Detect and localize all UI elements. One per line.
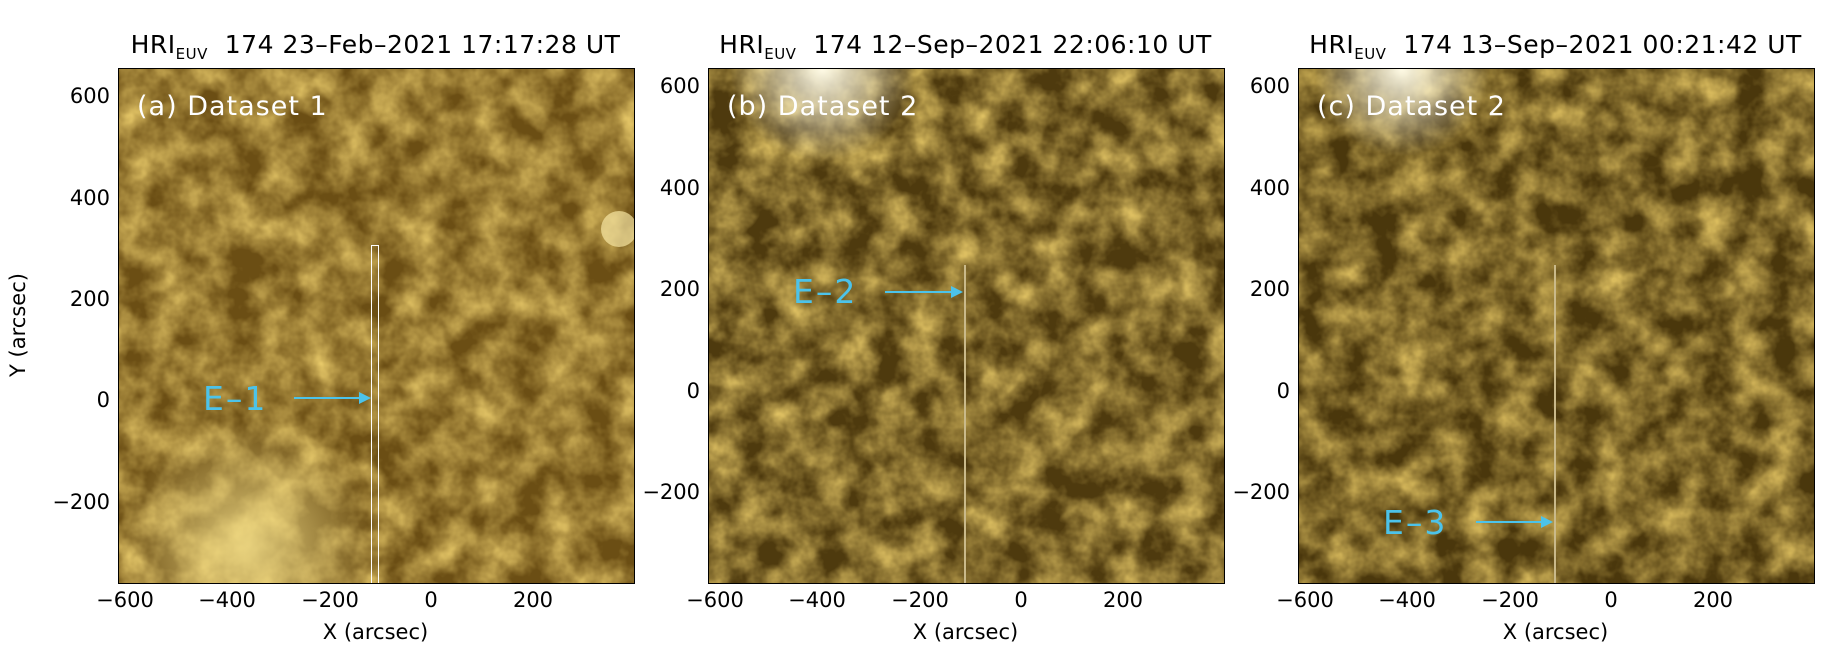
y-tick-label: 600: [1249, 74, 1290, 98]
panel-title: HRIEUV 174 12–Sep–2021 22:06:10 UT: [719, 30, 1212, 63]
event-label: E–1: [203, 379, 268, 418]
euv-image: [119, 69, 634, 583]
x-tick-label: −600: [686, 588, 744, 612]
euv-image: [709, 69, 1224, 583]
x-tick-label: −200: [891, 588, 949, 612]
x-axis-title: X (arcsec): [1502, 620, 1609, 644]
x-tick-label: −600: [1276, 588, 1334, 612]
slit-box: [371, 245, 379, 583]
x-tick-label: −400: [198, 588, 256, 612]
y-tick-label: 400: [69, 186, 110, 210]
event-label: E–2: [793, 272, 858, 311]
event-arrow: [294, 392, 371, 404]
event-label: E–3: [1383, 503, 1448, 542]
x-tick-label: −200: [301, 588, 359, 612]
x-tick-label: −600: [96, 588, 154, 612]
y-tick-label: 0: [96, 388, 110, 412]
panel-label: (b) Dataset 2: [727, 91, 919, 122]
panel-label: (c) Dataset 2: [1317, 91, 1506, 122]
y-tick-label: −200: [52, 490, 110, 514]
x-tick-label: 200: [1692, 588, 1734, 612]
solar-image-b: (b) Dataset 2 E–2: [708, 68, 1225, 584]
x-tick-label: −400: [1378, 588, 1436, 612]
y-tick-label: 400: [659, 176, 700, 200]
panel-title: HRIEUV 174 23–Feb–2021 17:17:28 UT: [130, 30, 621, 63]
panel-label: (a) Dataset 1: [137, 91, 328, 122]
slit-line: [1554, 265, 1556, 583]
solar-image-a: (a) Dataset 1 E–1: [118, 68, 635, 584]
x-tick-label: 0: [1604, 588, 1618, 612]
x-axis-title: X (arcsec): [322, 620, 429, 644]
x-tick-label: 200: [1102, 588, 1144, 612]
y-tick-label: 600: [659, 74, 700, 98]
x-tick-label: 200: [512, 588, 554, 612]
event-arrow: [885, 286, 963, 298]
y-tick-label: 0: [686, 379, 700, 403]
x-tick-label: 0: [1014, 588, 1028, 612]
panel-b: HRIEUV 174 12–Sep–2021 22:06:10 UT (b) D…: [590, 0, 1225, 662]
x-tick-label: −200: [1481, 588, 1539, 612]
y-axis-title: Y (arcsec): [6, 273, 30, 377]
x-tick-label: 0: [424, 588, 438, 612]
y-tick-label: 400: [1249, 176, 1290, 200]
x-axis-title: X (arcsec): [912, 620, 1019, 644]
euv-image: [1299, 69, 1814, 583]
y-tick-label: 200: [69, 287, 110, 311]
event-arrow: [1476, 516, 1553, 528]
y-tick-label: 200: [1249, 277, 1290, 301]
panel-title: HRIEUV 174 13–Sep–2021 00:21:42 UT: [1309, 30, 1802, 63]
y-tick-label: −200: [642, 480, 700, 504]
y-tick-label: −200: [1232, 480, 1290, 504]
y-tick-label: 600: [69, 84, 110, 108]
x-tick-label: −400: [788, 588, 846, 612]
slit-line: [964, 265, 966, 583]
panel-a: HRIEUV 174 23–Feb–2021 17:17:28 UT Y (ar…: [0, 0, 635, 662]
y-tick-label: 200: [659, 277, 700, 301]
panel-c: HRIEUV 174 13–Sep–2021 00:21:42 UT (c) D…: [1180, 0, 1815, 662]
solar-image-c: (c) Dataset 2 E–3: [1298, 68, 1815, 584]
y-tick-label: 0: [1276, 379, 1290, 403]
